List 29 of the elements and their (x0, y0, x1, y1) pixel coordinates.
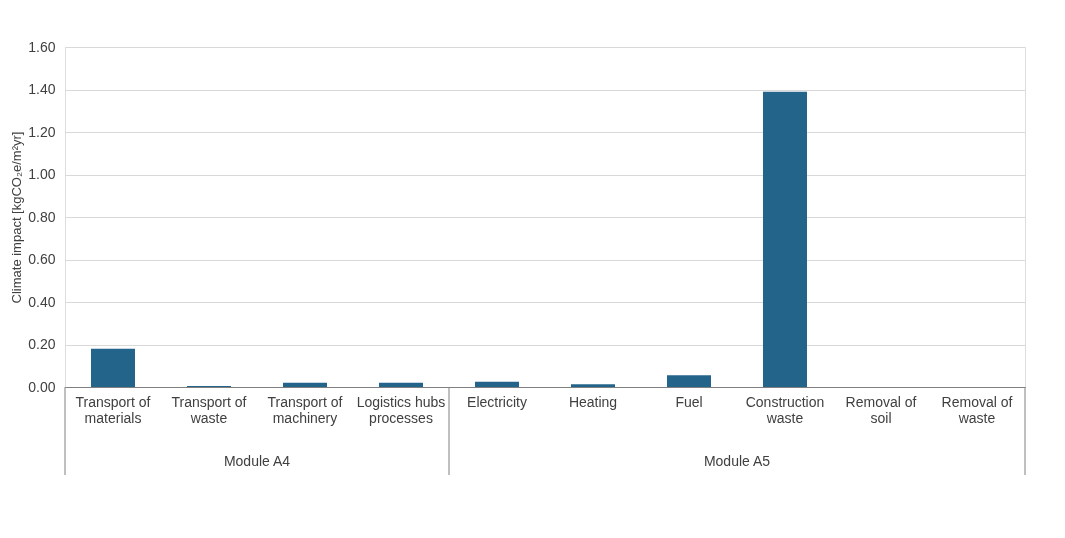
bar (283, 382, 327, 387)
x-tick-label: Removal of waste (941, 393, 1013, 426)
x-tick-label: Transport of materials (75, 393, 151, 426)
y-tick-label: 1.40 (28, 81, 56, 97)
bar (475, 381, 519, 387)
bar (379, 382, 423, 387)
y-tick-label: 0.00 (28, 378, 56, 395)
bar (91, 348, 135, 387)
x-tick-label: Electricity (467, 393, 527, 410)
text: Module A5 (703, 453, 771, 469)
x-tick-label: Fuel (675, 393, 703, 410)
bar (571, 384, 615, 387)
y-tick-label: 1.00 (28, 166, 56, 182)
x-tick-label: Heating (568, 393, 618, 410)
y-tick-label: 0.40 (28, 293, 56, 310)
y-tick-label: 1.20 (28, 123, 56, 140)
y-tick-label: 0.80 (28, 208, 56, 225)
text: Module A4 (223, 453, 291, 469)
x-tick-label: Logistics hubs processes (356, 393, 446, 426)
bar (667, 375, 711, 387)
y-tick-label: 0.60 (28, 251, 56, 267)
y-tick-label: 0.20 (28, 336, 56, 352)
bar (763, 91, 807, 387)
x-tick-label: Transport of waste (171, 393, 247, 426)
x-tick-label: Construction waste (745, 393, 825, 426)
x-tick-label: Removal of soil (845, 393, 917, 426)
x-tick-label: Transport of machinery (267, 393, 343, 426)
y-tick-label: 1.60 (28, 38, 56, 55)
y-axis-title: Climate impact [kgCO₂e/m²yr] (9, 131, 25, 304)
